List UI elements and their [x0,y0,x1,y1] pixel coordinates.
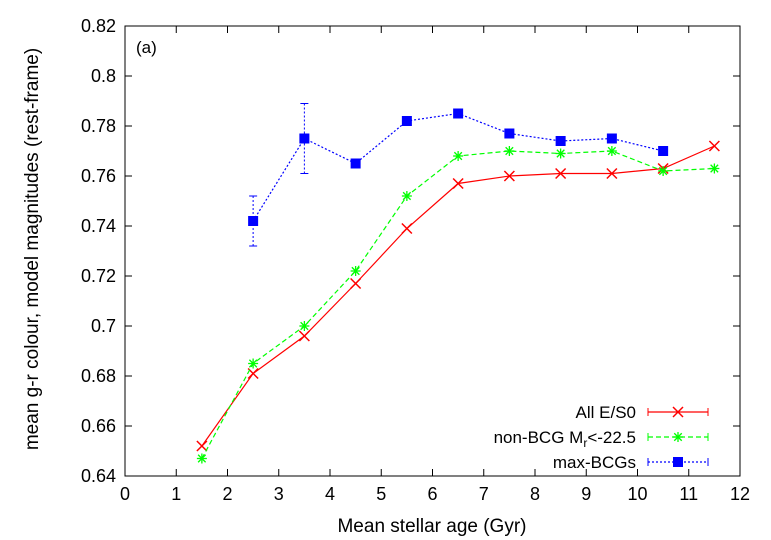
data-point [555,148,566,159]
panel-label: (a) [136,38,157,57]
legend: All E/S0 non-BCG Mr<-22.5 max-BCGs [494,403,709,472]
x-tick-label: 4 [325,484,335,504]
legend-item: All E/S0 [576,403,709,422]
y-tick-label: 0.82 [81,16,116,36]
y-tick-label: 0.8 [91,66,116,86]
y-tick-label: 0.72 [81,266,116,286]
data-point [453,151,464,161]
x-tick-label: 7 [479,484,489,504]
series-2 [248,103,669,247]
y-tick-label: 0.66 [81,416,116,436]
legend-marker [673,432,683,442]
x-tick-label: 6 [427,484,437,504]
data-point [555,167,567,180]
x-tick-label: 5 [376,484,386,504]
data-point [401,116,412,126]
legend-label: non-BCG Mr<-22.5 [494,428,636,450]
data-point [401,191,412,201]
series-1 [196,146,720,464]
x-tick-label: 10 [627,484,647,504]
series-layer [196,103,720,464]
axis-ticks: 0 1 2 3 4 5 6 7 8 9 10 11 120.640.660.680.70.720.740… [81,16,750,504]
legend-item: non-BCG Mr<-22.5 [494,428,709,450]
data-point [299,133,310,144]
x-tick-label: 2 [222,484,232,504]
data-point [248,216,259,226]
x-tick-label: 9 [581,484,591,504]
data-point [196,440,208,452]
data-point [503,170,515,182]
data-point [401,222,413,235]
data-point [453,108,464,119]
data-point [606,167,618,180]
data-point [504,128,515,139]
data-point [196,453,207,464]
y-tick-label: 0.76 [81,166,116,186]
y-tick-label: 0.7 [91,316,116,336]
data-point [298,330,310,342]
data-point [248,358,259,369]
data-point [708,140,720,152]
x-tick-label: 3 [274,484,284,504]
error-bar [300,103,309,174]
legend-marker [672,406,684,418]
x-tick-label: 0 [120,484,130,504]
y-tick-label: 0.78 [81,116,116,136]
data-point [606,133,617,144]
data-point [452,177,464,190]
x-tick-label: 1 [171,484,181,504]
y-tick-label: 0.74 [81,216,116,236]
x-tick-label: 8 [530,484,540,504]
data-point [299,321,310,331]
legend-label: max-BCGs [553,453,636,472]
legend-label: All E/S0 [576,403,636,422]
data-point [658,166,669,176]
data-point [350,277,362,290]
x-tick-label: 12 [730,484,750,504]
legend-item: max-BCGs [553,453,709,472]
y-tick-label: 0.68 [81,366,116,386]
data-point [350,158,361,169]
data-point [658,146,669,156]
data-point [606,146,617,156]
y-axis-title: mean g-r colour, model magnitudes (rest-… [22,48,43,450]
data-point [709,163,720,174]
legend-marker [673,457,683,467]
x-tick-label: 11 [679,484,698,504]
x-axis-title: Mean stellar age (Gyr) [337,516,526,537]
data-point [555,136,566,146]
data-point [350,266,361,276]
y-tick-label: 0.64 [81,466,116,486]
data-point [504,146,515,156]
